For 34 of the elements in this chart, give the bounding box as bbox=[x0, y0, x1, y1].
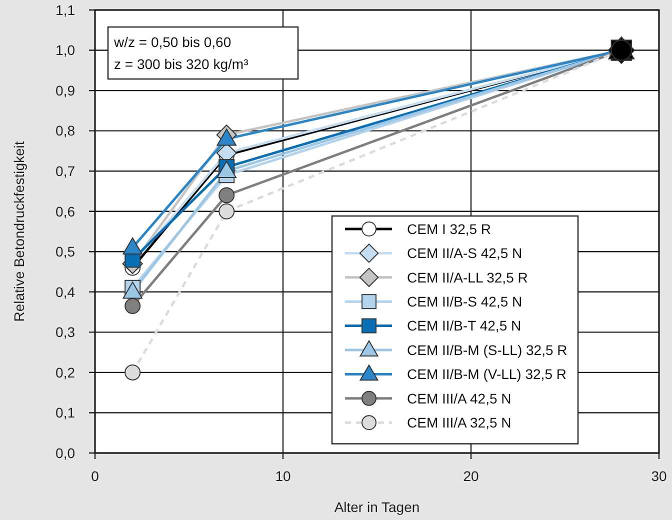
point bbox=[218, 187, 235, 204]
y-tick-label: 1,1 bbox=[56, 2, 76, 18]
y-tick-label: 0,5 bbox=[56, 244, 76, 260]
legend-label: CEM III/A 42,5 N bbox=[407, 390, 512, 406]
y-tick-label: 0,8 bbox=[56, 122, 76, 139]
y-tick-label: 0,1 bbox=[56, 404, 76, 421]
annotation: z = 300 bis 320 kg/m³ bbox=[114, 56, 249, 72]
point bbox=[218, 203, 235, 220]
x-tick-label: 20 bbox=[463, 468, 479, 484]
y-tick-label: 1,0 bbox=[56, 42, 76, 58]
legend-label: CEM II/A-S 42,5 N bbox=[407, 245, 522, 262]
legend-label: CEM II/B-T 42,5 N bbox=[407, 318, 522, 334]
y-tick-label: 0,3 bbox=[56, 324, 76, 340]
x-tick-label: 30 bbox=[651, 468, 667, 484]
y-tick-label: 0,4 bbox=[56, 284, 76, 300]
legend-label: CEM II/A-LL 32,5 R bbox=[407, 269, 528, 286]
point bbox=[124, 364, 141, 380]
x-tick-label: 10 bbox=[275, 468, 291, 484]
y-tick-label: 0,7 bbox=[56, 162, 76, 179]
x-tick-label: 0 bbox=[91, 468, 100, 484]
y-tick-label: 0,6 bbox=[56, 203, 76, 220]
y-tick-label: 0,9 bbox=[56, 82, 76, 98]
legend-label: CEM II/B-M (V-LL) 32,5 R bbox=[407, 366, 566, 382]
legend-label: CEM III/A 32,5 N bbox=[407, 414, 512, 430]
y-tick-label: 0,0 bbox=[56, 444, 76, 461]
y-tick-label: 0,2 bbox=[56, 364, 76, 380]
x-axis-title: Alter in Tagen bbox=[334, 499, 420, 515]
legend-label: CEM II/B-M (S-LL) 32,5 R bbox=[407, 342, 568, 358]
annotation: w/z = 0,50 bis 0,60 bbox=[113, 34, 232, 50]
y-axis-title: Relative Betondruckfestigkeit bbox=[11, 141, 27, 322]
legend-label: CEM I 32,5 R bbox=[407, 220, 492, 237]
legend-label: CEM II/B-S 42,5 N bbox=[407, 294, 522, 310]
point bbox=[124, 298, 141, 314]
note-box: w/z = 0,50 bis 0,60 z = 300 bis 320 kg/m³ bbox=[107, 26, 299, 80]
